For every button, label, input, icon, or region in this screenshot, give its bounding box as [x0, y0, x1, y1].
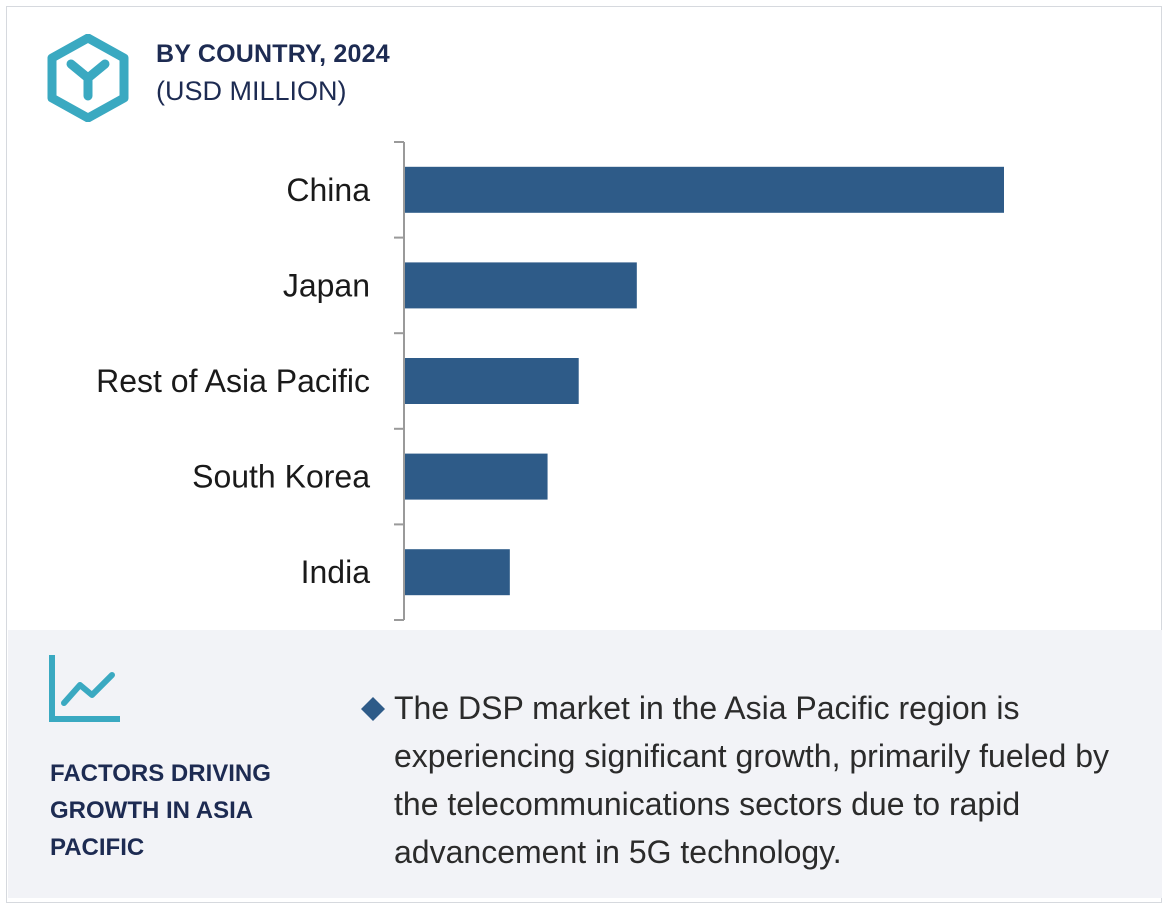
chart-title: BY COUNTRY, 2024 — [156, 40, 390, 68]
bar-rest-of-asia-pacific — [405, 358, 579, 404]
bar-japan — [405, 262, 637, 309]
brand-logo-icon — [47, 34, 129, 122]
card-frame — [6, 6, 1162, 903]
category-label: South Korea — [192, 459, 370, 495]
bar-india — [405, 549, 510, 596]
factors-title: FACTORS DRIVING GROWTH IN ASIA PACIFIC — [50, 760, 271, 861]
chart-subtitle: (USD MILLION) — [156, 76, 347, 106]
bar-south-korea — [405, 453, 548, 500]
category-label: Japan — [283, 267, 370, 303]
bar-china — [405, 166, 1004, 213]
factors-description: The DSP market in the Asia Pacific regio… — [394, 690, 1110, 870]
bar-chart: China Japan Rest of Asia Pacific South Kore… — [96, 141, 1004, 621]
category-label: China — [286, 172, 370, 208]
category-label: India — [301, 554, 371, 590]
category-label: Rest of Asia Pacific — [96, 363, 370, 399]
factors-panel: FACTORS DRIVING GROWTH IN ASIA PACIFIC T… — [8, 630, 1162, 898]
trend-chart-icon — [49, 655, 120, 722]
diamond-bullet-icon — [361, 697, 385, 721]
